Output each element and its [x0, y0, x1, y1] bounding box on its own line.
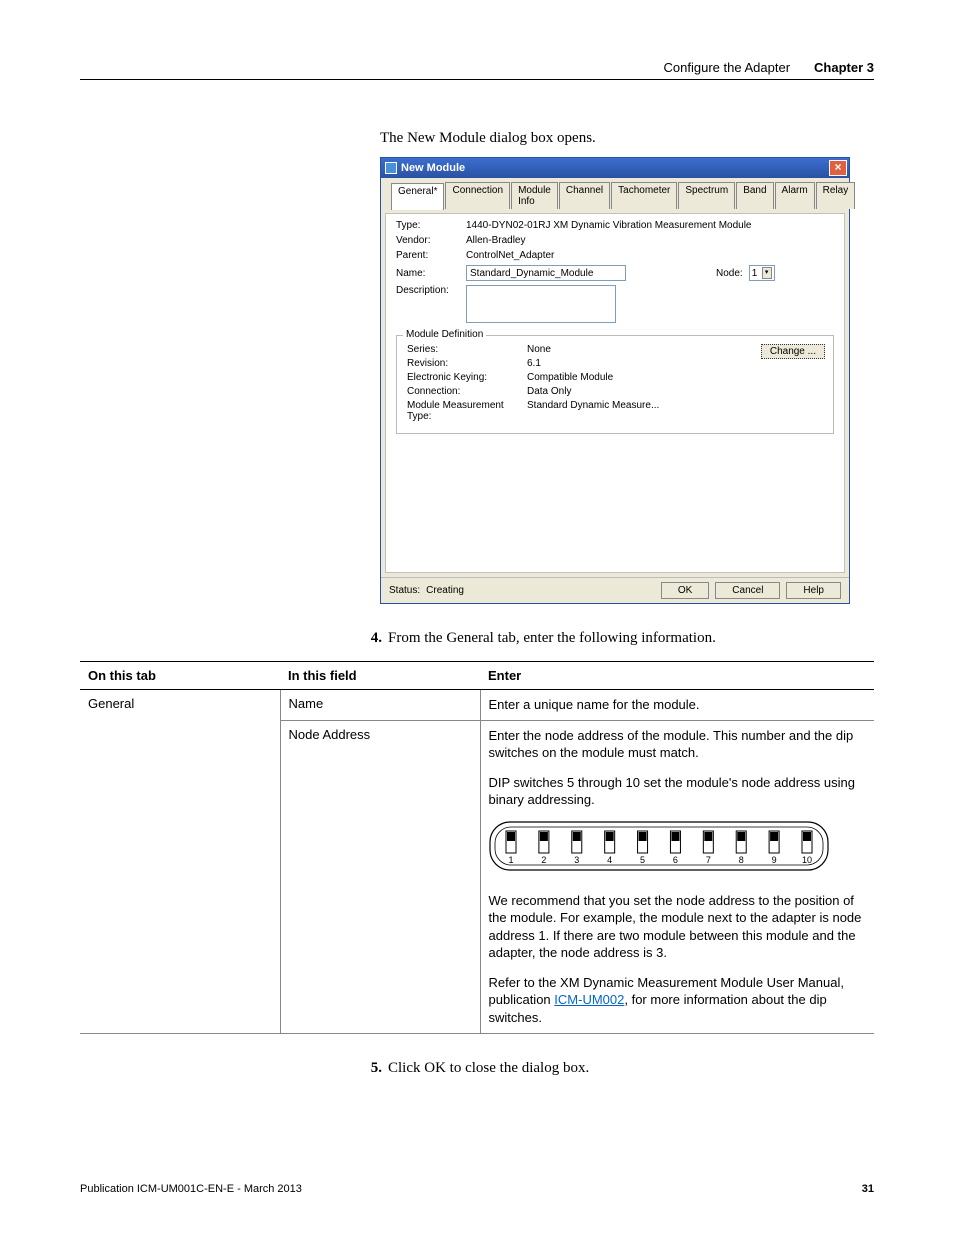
name-label: Name: — [396, 268, 466, 279]
module-definition-legend: Module Definition — [403, 329, 486, 340]
step-4: 4. From the General tab, enter the follo… — [360, 630, 874, 647]
intro-text: The New Module dialog box opens. — [380, 130, 874, 147]
keying-label: Electronic Keying: — [407, 372, 527, 383]
cell-field: Name — [280, 690, 480, 721]
manual-link[interactable]: ICM-UM002 — [554, 992, 624, 1007]
type-label: Type: — [396, 220, 466, 231]
svg-text:5: 5 — [640, 855, 645, 865]
cell-tab: General — [80, 690, 280, 1034]
ok-button[interactable]: OK — [661, 582, 709, 599]
tab-relay[interactable]: Relay — [816, 182, 856, 209]
dialog-screenshot: New Module × General* Connection Module … — [380, 157, 850, 604]
help-button[interactable]: Help — [786, 582, 841, 599]
name-input[interactable] — [466, 265, 626, 281]
step-5-text: Click OK to close the dialog box. — [388, 1060, 589, 1077]
tab-alarm[interactable]: Alarm — [775, 182, 815, 209]
description-input[interactable] — [466, 285, 616, 323]
status-value: Creating — [426, 585, 464, 596]
svg-text:7: 7 — [705, 855, 710, 865]
dialog-footer: Status: Creating OK Cancel Help — [381, 577, 849, 603]
svg-text:1: 1 — [508, 855, 513, 865]
parent-label: Parent: — [396, 250, 466, 261]
cancel-button[interactable]: Cancel — [715, 582, 780, 599]
svg-text:9: 9 — [771, 855, 776, 865]
keying-value: Compatible Module — [527, 372, 613, 383]
table-row: GeneralNameEnter a unique name for the m… — [80, 690, 874, 721]
cell-enter: Enter the node address of the module. Th… — [480, 720, 874, 1033]
series-value: None — [527, 344, 551, 355]
svg-text:2: 2 — [541, 855, 546, 865]
svg-text:3: 3 — [574, 855, 579, 865]
tab-tachometer[interactable]: Tachometer — [611, 182, 677, 209]
svg-text:10: 10 — [801, 855, 811, 865]
tab-general[interactable]: General* — [391, 183, 444, 210]
dip-switch-diagram: 1 2 3 4 5 6 7 8 9 10 — [489, 821, 829, 871]
tab-spectrum[interactable]: Spectrum — [678, 182, 735, 209]
vendor-value: Allen-Bradley — [466, 235, 525, 246]
tab-band[interactable]: Band — [736, 182, 773, 209]
header-rule — [80, 79, 874, 80]
description-label: Description: — [396, 285, 466, 296]
connection-label: Connection: — [407, 386, 527, 397]
dialog-title: New Module — [401, 162, 829, 174]
revision-label: Revision: — [407, 358, 527, 369]
svg-text:8: 8 — [738, 855, 743, 865]
table-header-field: In this field — [280, 662, 480, 690]
publication-info: Publication ICM-UM001C-EN-E - March 2013 — [80, 1183, 302, 1195]
cell-field: Node Address — [280, 720, 480, 1033]
module-definition-group: Module Definition Series: None Revision:… — [396, 335, 834, 434]
tab-connection[interactable]: Connection — [445, 182, 510, 209]
status-label: Status: — [389, 585, 420, 596]
dialog-tabs: General* Connection Module Info Channel … — [391, 182, 849, 209]
series-label: Series: — [407, 344, 527, 355]
dialog-icon — [385, 162, 397, 174]
node-label: Node: — [716, 268, 743, 279]
meas-type-value: Standard Dynamic Measure... — [527, 400, 659, 422]
vendor-label: Vendor: — [396, 235, 466, 246]
step-5: 5. Click OK to close the dialog box. — [360, 1060, 874, 1077]
change-button[interactable]: Change ... — [761, 344, 825, 359]
page-header: Configure the Adapter Chapter 3 — [80, 60, 874, 79]
revision-value: 6.1 — [527, 358, 541, 369]
header-section-title: Configure the Adapter — [664, 60, 790, 75]
page-footer: Publication ICM-UM001C-EN-E - March 2013… — [80, 1183, 874, 1195]
tab-channel[interactable]: Channel — [559, 182, 610, 209]
connection-value: Data Only — [527, 386, 571, 397]
table-header-enter: Enter — [480, 662, 874, 690]
node-select[interactable]: 1 ▾ — [749, 265, 775, 281]
node-value: 1 — [752, 268, 758, 279]
general-tab-table: On this tab In this field Enter GeneralN… — [80, 661, 874, 1034]
cell-enter: Enter a unique name for the module. — [480, 690, 874, 721]
page-number: 31 — [862, 1183, 874, 1195]
table-header-tab: On this tab — [80, 662, 280, 690]
dialog-titlebar: New Module × — [381, 158, 849, 178]
chevron-down-icon: ▾ — [762, 267, 772, 279]
svg-text:4: 4 — [607, 855, 612, 865]
step-5-number: 5. — [360, 1060, 382, 1077]
type-value: 1440-DYN02-01RJ XM Dynamic Vibration Mea… — [466, 220, 752, 231]
close-icon[interactable]: × — [829, 160, 847, 176]
step-4-number: 4. — [360, 630, 382, 647]
meas-type-label: Module Measurement Type: — [407, 400, 527, 422]
tab-module-info[interactable]: Module Info — [511, 182, 558, 209]
header-chapter-label: Chapter 3 — [814, 60, 874, 75]
svg-text:6: 6 — [672, 855, 677, 865]
step-4-text: From the General tab, enter the followin… — [388, 630, 716, 647]
parent-value: ControlNet_Adapter — [466, 250, 554, 261]
